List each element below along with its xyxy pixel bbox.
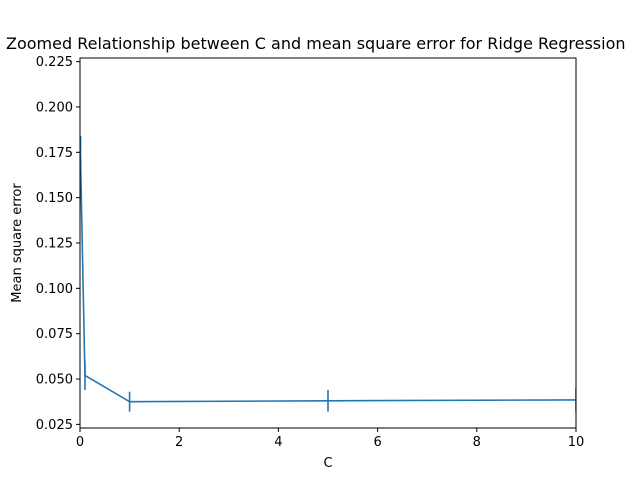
x-tick-label: 0 <box>76 435 84 450</box>
y-tick-label: 0.100 <box>36 282 73 297</box>
x-tick-label: 4 <box>274 435 282 450</box>
y-axis-ticks: 0.025 0.050 0.075 0.100 0.125 0.150 0.175 0.200… <box>36 55 80 433</box>
x-axis-label: C <box>323 456 332 471</box>
chart-title: Zoomed Relationship between C and mean s… <box>6 34 626 53</box>
y-tick-label: 0.075 <box>36 327 73 342</box>
y-tick-label: 0.125 <box>36 237 73 252</box>
y-tick-label: 0.225 <box>36 55 73 70</box>
x-tick-label: 6 <box>373 435 381 450</box>
y-tick-label: 0.175 <box>36 146 73 161</box>
y-tick-label: 0.200 <box>36 100 73 115</box>
y-tick-label: 0.050 <box>36 373 73 388</box>
x-tick-label: 10 <box>568 435 585 450</box>
x-axis-ticks: 0 2 4 6 8 10 <box>76 428 584 450</box>
y-tick-label: 0.150 <box>36 191 73 206</box>
y-axis-label: Mean square error <box>10 183 25 303</box>
y-tick-label: 0.025 <box>36 418 73 433</box>
x-tick-label: 2 <box>175 435 183 450</box>
x-tick-label: 8 <box>473 435 481 450</box>
plot-area <box>80 58 576 428</box>
